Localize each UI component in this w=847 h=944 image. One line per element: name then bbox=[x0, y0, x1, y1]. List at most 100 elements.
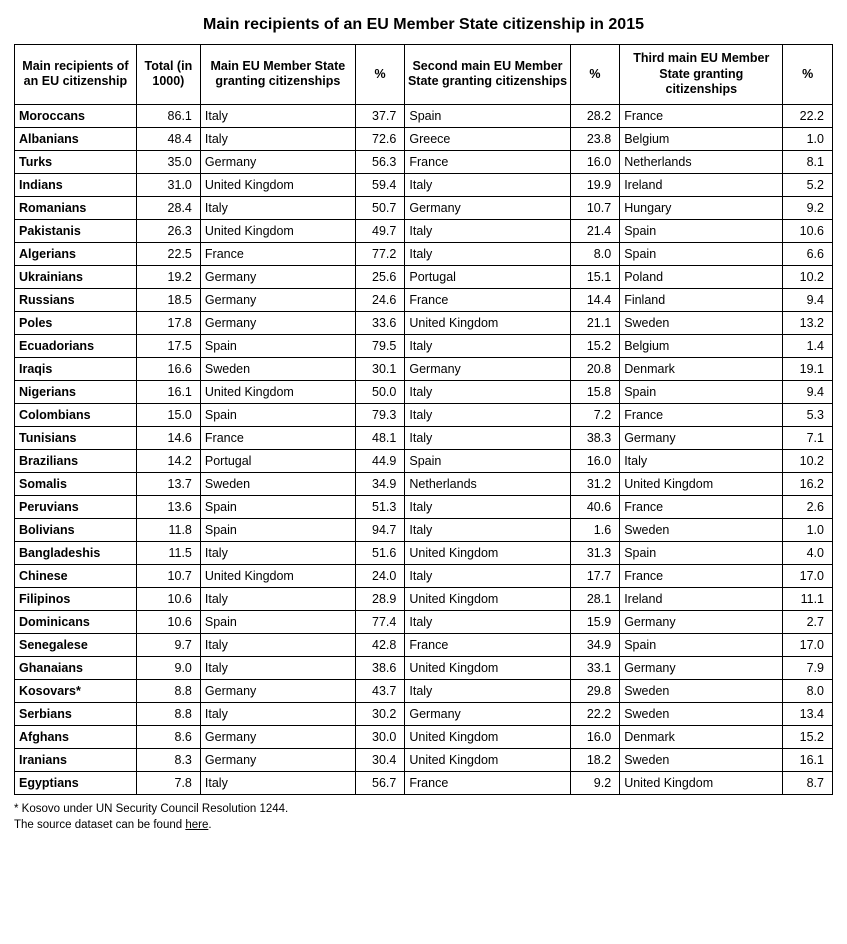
state-cell: Italy bbox=[405, 564, 570, 587]
state-cell: France bbox=[620, 564, 783, 587]
state-cell: Netherlands bbox=[405, 472, 570, 495]
state-cell: Italy bbox=[405, 403, 570, 426]
table-row: Russians18.5Germany24.6France14.4Finland… bbox=[15, 288, 833, 311]
col-main-state: Main EU Member State granting citizenshi… bbox=[200, 45, 355, 105]
number-cell: 72.6 bbox=[355, 127, 405, 150]
number-cell: 16.0 bbox=[570, 725, 620, 748]
col-pct1: % bbox=[355, 45, 405, 105]
recipient-cell: Ghanaians bbox=[15, 656, 137, 679]
state-cell: Spain bbox=[200, 518, 355, 541]
table-row: Bangladeshis11.5Italy51.6United Kingdom3… bbox=[15, 541, 833, 564]
table-row: Nigerians16.1United Kingdom50.0Italy15.8… bbox=[15, 380, 833, 403]
state-cell: Sweden bbox=[200, 472, 355, 495]
number-cell: 49.7 bbox=[355, 219, 405, 242]
number-cell: 20.8 bbox=[570, 357, 620, 380]
number-cell: 17.0 bbox=[783, 633, 833, 656]
state-cell: Belgium bbox=[620, 334, 783, 357]
number-cell: 16.1 bbox=[783, 748, 833, 771]
state-cell: Italy bbox=[405, 380, 570, 403]
state-cell: Italy bbox=[200, 541, 355, 564]
table-row: Algerians22.5France77.2Italy8.0Spain6.6 bbox=[15, 242, 833, 265]
page-title: Main recipients of an EU Member State ci… bbox=[14, 16, 833, 34]
number-cell: 77.2 bbox=[355, 242, 405, 265]
state-cell: Sweden bbox=[620, 518, 783, 541]
table-row: Iraqis16.6Sweden30.1Germany20.8Denmark19… bbox=[15, 357, 833, 380]
state-cell: United Kingdom bbox=[620, 771, 783, 794]
state-cell: Ireland bbox=[620, 173, 783, 196]
number-cell: 31.3 bbox=[570, 541, 620, 564]
number-cell: 6.6 bbox=[783, 242, 833, 265]
number-cell: 13.4 bbox=[783, 702, 833, 725]
table-row: Somalis13.7Sweden34.9Netherlands31.2Unit… bbox=[15, 472, 833, 495]
number-cell: 1.0 bbox=[783, 127, 833, 150]
state-cell: Italy bbox=[405, 334, 570, 357]
number-cell: 33.6 bbox=[355, 311, 405, 334]
table-row: Ghanaians9.0Italy38.6United Kingdom33.1G… bbox=[15, 656, 833, 679]
state-cell: Denmark bbox=[620, 357, 783, 380]
number-cell: 25.6 bbox=[355, 265, 405, 288]
recipient-cell: Pakistanis bbox=[15, 219, 137, 242]
number-cell: 10.7 bbox=[570, 196, 620, 219]
number-cell: 37.7 bbox=[355, 104, 405, 127]
state-cell: United Kingdom bbox=[405, 748, 570, 771]
number-cell: 9.2 bbox=[570, 771, 620, 794]
number-cell: 31.2 bbox=[570, 472, 620, 495]
number-cell: 10.6 bbox=[783, 219, 833, 242]
table-row: Chinese10.7United Kingdom24.0Italy17.7Fr… bbox=[15, 564, 833, 587]
number-cell: 23.8 bbox=[570, 127, 620, 150]
state-cell: United Kingdom bbox=[200, 564, 355, 587]
table-row: Senegalese9.7Italy42.8France34.9Spain17.… bbox=[15, 633, 833, 656]
state-cell: Ireland bbox=[620, 587, 783, 610]
recipient-cell: Brazilians bbox=[15, 449, 137, 472]
number-cell: 34.9 bbox=[355, 472, 405, 495]
recipient-cell: Peruvians bbox=[15, 495, 137, 518]
number-cell: 17.0 bbox=[783, 564, 833, 587]
state-cell: Germany bbox=[405, 357, 570, 380]
number-cell: 10.6 bbox=[136, 587, 200, 610]
table-row: Iranians8.3Germany30.4United Kingdom18.2… bbox=[15, 748, 833, 771]
state-cell: Spain bbox=[405, 449, 570, 472]
state-cell: Italy bbox=[200, 127, 355, 150]
state-cell: Italy bbox=[405, 679, 570, 702]
state-cell: United Kingdom bbox=[405, 541, 570, 564]
state-cell: Italy bbox=[200, 656, 355, 679]
state-cell: Sweden bbox=[620, 748, 783, 771]
table-row: Afghans8.6Germany30.0United Kingdom16.0D… bbox=[15, 725, 833, 748]
state-cell: Denmark bbox=[620, 725, 783, 748]
table-row: Serbians8.8Italy30.2Germany22.2Sweden13.… bbox=[15, 702, 833, 725]
table-row: Ecuadorians17.5Spain79.5Italy15.2Belgium… bbox=[15, 334, 833, 357]
number-cell: 2.6 bbox=[783, 495, 833, 518]
table-row: Brazilians14.2Portugal44.9Spain16.0Italy… bbox=[15, 449, 833, 472]
number-cell: 7.2 bbox=[570, 403, 620, 426]
state-cell: Italy bbox=[200, 196, 355, 219]
state-cell: Italy bbox=[405, 242, 570, 265]
source-link[interactable]: here bbox=[185, 819, 208, 831]
state-cell: United Kingdom bbox=[200, 219, 355, 242]
number-cell: 48.4 bbox=[136, 127, 200, 150]
number-cell: 5.3 bbox=[783, 403, 833, 426]
recipient-cell: Indians bbox=[15, 173, 137, 196]
number-cell: 48.1 bbox=[355, 426, 405, 449]
recipient-cell: Afghans bbox=[15, 725, 137, 748]
recipient-cell: Poles bbox=[15, 311, 137, 334]
state-cell: Germany bbox=[200, 265, 355, 288]
state-cell: Germany bbox=[620, 610, 783, 633]
table-row: Peruvians13.6Spain51.3Italy40.6France2.6 bbox=[15, 495, 833, 518]
number-cell: 19.1 bbox=[783, 357, 833, 380]
number-cell: 28.2 bbox=[570, 104, 620, 127]
number-cell: 9.4 bbox=[783, 380, 833, 403]
footnote-kosovo: * Kosovo under UN Security Council Resol… bbox=[14, 801, 833, 817]
number-cell: 11.8 bbox=[136, 518, 200, 541]
table-row: Indians31.0United Kingdom59.4Italy19.9Ir… bbox=[15, 173, 833, 196]
number-cell: 17.5 bbox=[136, 334, 200, 357]
number-cell: 8.0 bbox=[570, 242, 620, 265]
number-cell: 51.6 bbox=[355, 541, 405, 564]
number-cell: 16.1 bbox=[136, 380, 200, 403]
col-total: Total (in 1000) bbox=[136, 45, 200, 105]
state-cell: Germany bbox=[405, 196, 570, 219]
state-cell: United Kingdom bbox=[405, 725, 570, 748]
number-cell: 16.2 bbox=[783, 472, 833, 495]
number-cell: 35.0 bbox=[136, 150, 200, 173]
state-cell: Spain bbox=[620, 541, 783, 564]
state-cell: Germany bbox=[405, 702, 570, 725]
